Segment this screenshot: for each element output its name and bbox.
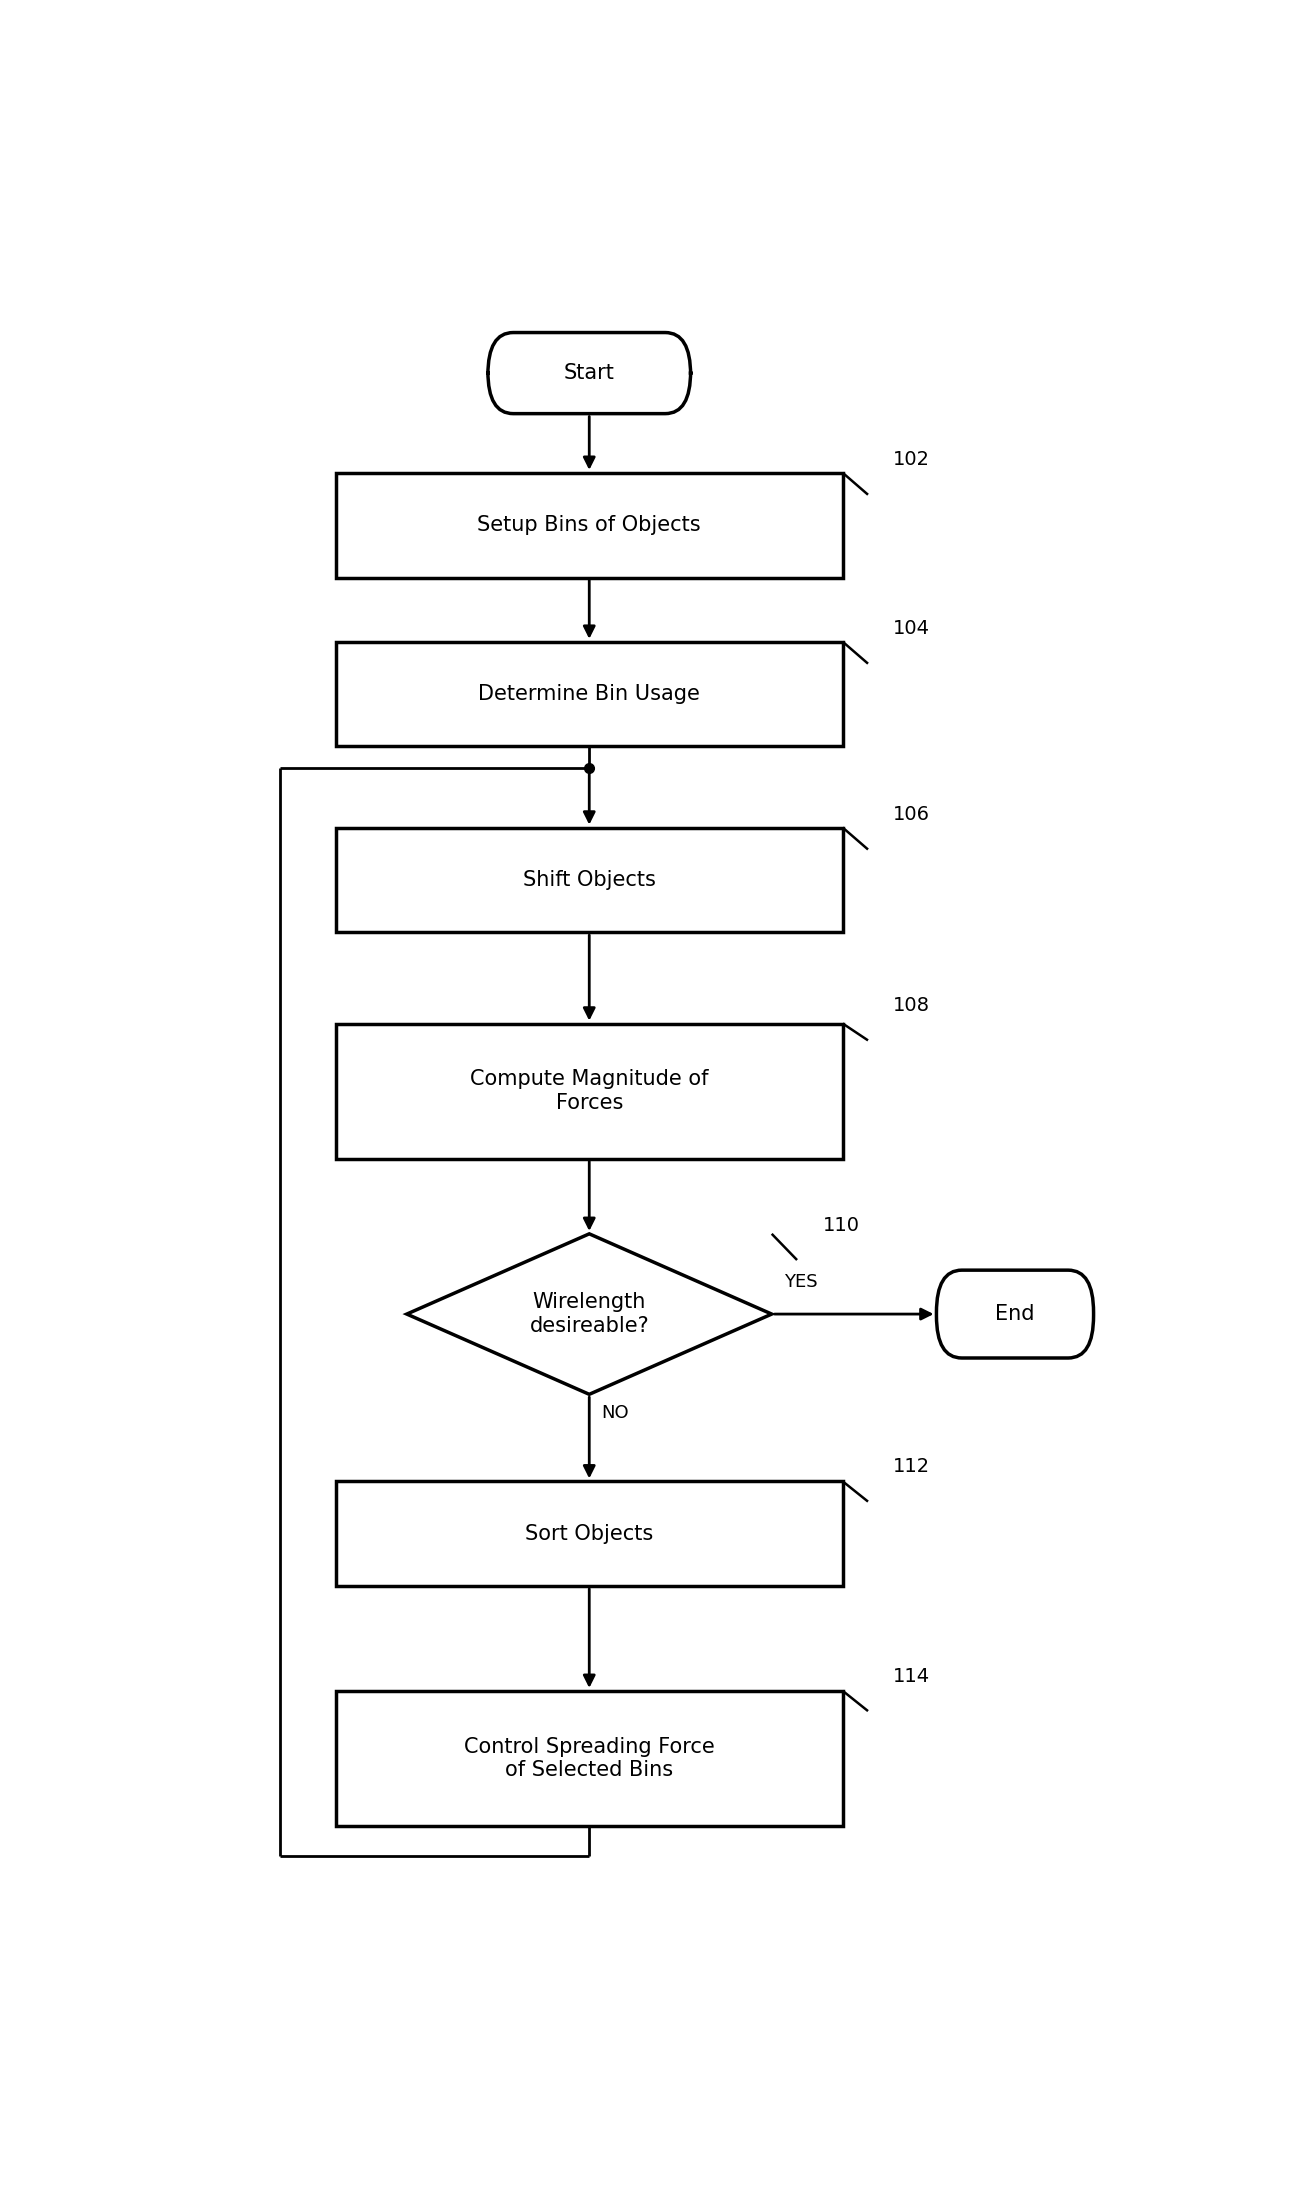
Text: 114: 114 — [893, 1667, 930, 1685]
Text: NO: NO — [602, 1404, 629, 1422]
Bar — [336, 472, 842, 577]
Bar — [336, 641, 842, 746]
Text: End: End — [995, 1303, 1035, 1323]
Bar — [336, 1692, 842, 1825]
Text: Sort Objects: Sort Objects — [525, 1523, 654, 1545]
Bar — [336, 827, 842, 932]
Bar — [336, 1022, 842, 1158]
Text: Determine Bin Usage: Determine Bin Usage — [479, 685, 700, 704]
Text: 108: 108 — [893, 996, 930, 1016]
Text: 104: 104 — [893, 619, 930, 638]
Bar — [336, 1481, 842, 1586]
Text: Compute Magnitude of
Forces: Compute Magnitude of Forces — [470, 1068, 709, 1112]
FancyBboxPatch shape — [937, 1270, 1093, 1358]
FancyBboxPatch shape — [488, 333, 691, 415]
Text: 102: 102 — [893, 450, 930, 470]
Text: Control Spreading Force
of Selected Bins: Control Spreading Force of Selected Bins — [464, 1738, 714, 1779]
Text: Wirelength
desireable?: Wirelength desireable? — [530, 1292, 649, 1336]
Text: Start: Start — [564, 362, 615, 384]
Text: Setup Bins of Objects: Setup Bins of Objects — [477, 516, 701, 535]
Text: Shift Objects: Shift Objects — [523, 869, 655, 891]
Text: 106: 106 — [893, 805, 930, 825]
Text: 112: 112 — [893, 1457, 930, 1477]
Polygon shape — [407, 1233, 772, 1395]
Text: 110: 110 — [823, 1215, 859, 1235]
Text: YES: YES — [783, 1273, 818, 1290]
